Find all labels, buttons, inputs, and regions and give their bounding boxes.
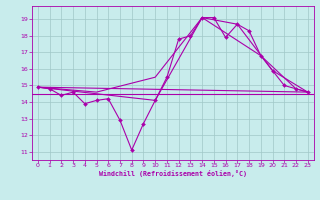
X-axis label: Windchill (Refroidissement éolien,°C): Windchill (Refroidissement éolien,°C) [99, 170, 247, 177]
